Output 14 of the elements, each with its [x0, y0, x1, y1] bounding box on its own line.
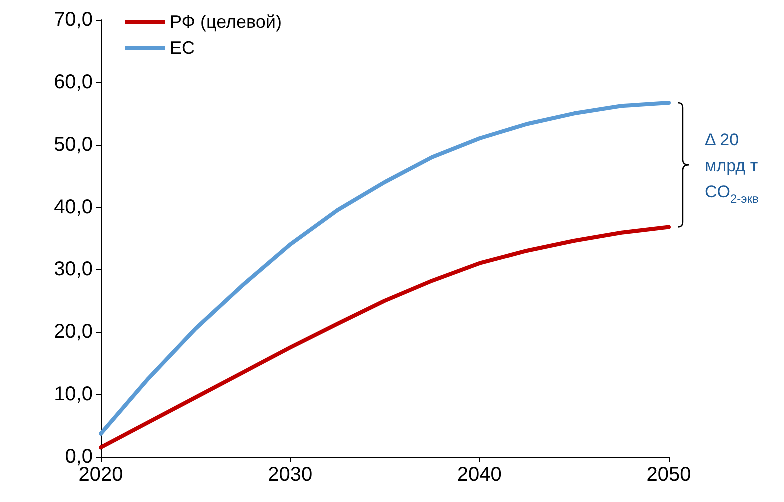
y-tick-label: 30,0	[54, 258, 93, 281]
y-tick-label: 40,0	[54, 196, 93, 218]
line-series	[99, 101, 671, 436]
x-tick-label: 2030	[268, 464, 313, 486]
y-tick-label: 20,0	[54, 321, 93, 344]
y-tick-label: 60,0	[54, 71, 93, 94]
y-tick-label: 50,0	[54, 134, 93, 156]
x-tick-label: 2050	[646, 464, 692, 486]
legend-label: РФ (целевой)	[170, 12, 282, 32]
x-tick-label: 2040	[457, 464, 502, 486]
y-tick-label: 10,0	[54, 384, 93, 406]
line-series	[99, 225, 671, 450]
y-tick-label: 70,0	[54, 9, 93, 31]
legend-label: ЕС	[170, 38, 196, 58]
